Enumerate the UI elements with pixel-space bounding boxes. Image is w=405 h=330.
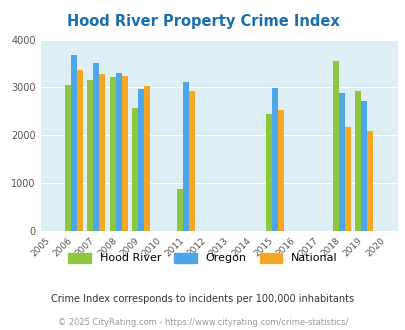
Bar — [93, 63, 99, 231]
Bar — [367, 131, 373, 231]
Bar — [265, 114, 271, 231]
Bar — [271, 88, 277, 231]
Bar — [138, 89, 144, 231]
Bar — [360, 101, 367, 231]
Bar — [144, 85, 150, 231]
Bar — [176, 189, 182, 231]
Bar — [65, 84, 71, 231]
Bar — [115, 73, 122, 231]
Bar — [71, 55, 77, 231]
Bar — [188, 91, 194, 231]
Bar — [344, 127, 350, 231]
Bar — [87, 80, 93, 231]
Text: Hood River Property Crime Index: Hood River Property Crime Index — [66, 14, 339, 29]
Text: Crime Index corresponds to incidents per 100,000 inhabitants: Crime Index corresponds to incidents per… — [51, 294, 354, 304]
Bar — [354, 91, 360, 231]
Bar — [332, 61, 338, 231]
Bar — [109, 77, 115, 231]
Bar — [182, 82, 188, 231]
Bar — [132, 108, 138, 231]
Bar — [277, 111, 284, 231]
Bar — [99, 74, 105, 231]
Text: © 2025 CityRating.com - https://www.cityrating.com/crime-statistics/: © 2025 CityRating.com - https://www.city… — [58, 318, 347, 327]
Bar — [338, 93, 344, 231]
Legend: Hood River, Oregon, National: Hood River, Oregon, National — [65, 249, 340, 267]
Bar — [77, 70, 83, 231]
Bar — [122, 77, 128, 231]
